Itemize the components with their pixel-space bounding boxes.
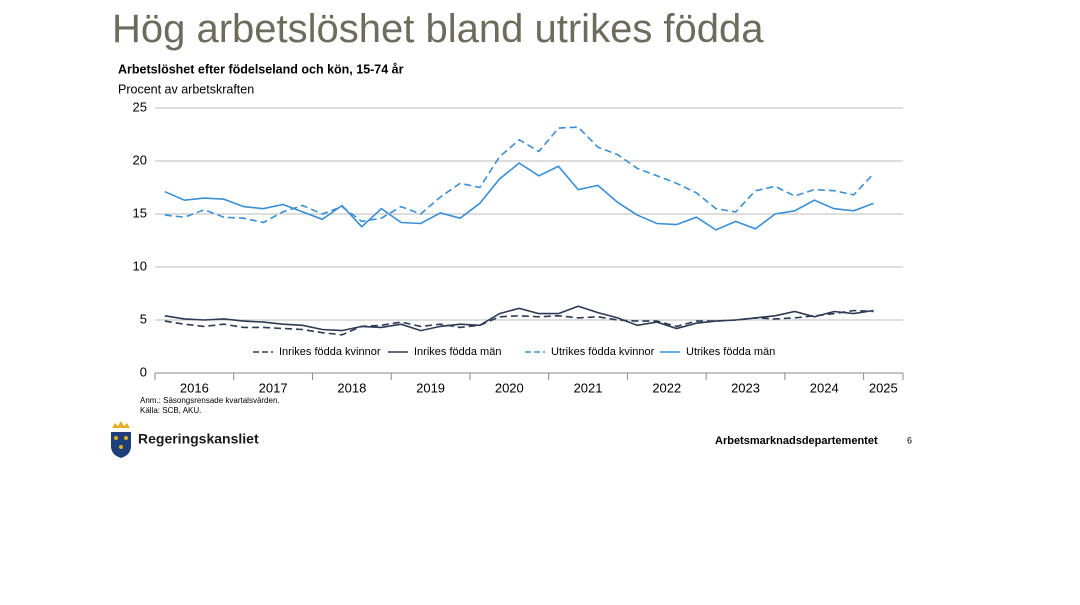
source: Källa: SCB, AKU.	[140, 406, 201, 415]
legend-label: Utrikes födda män	[686, 346, 775, 358]
note: Anm.: Säsongsrensade kvartalsvärden.	[140, 396, 280, 405]
y-tick-label: 0	[140, 364, 147, 379]
logo-text: Regeringskansliet	[138, 431, 259, 447]
series-line	[164, 126, 875, 224]
x-tick-label: 2016	[180, 380, 209, 395]
y-tick-label: 15	[133, 205, 147, 220]
y-tick-label: 20	[133, 152, 147, 167]
x-tick-label: 2018	[337, 380, 366, 395]
chart-title: Arbetslöshet efter födelseland och kön, …	[118, 62, 404, 76]
footer-department: Arbetsmarknadsdepartementet	[715, 435, 878, 447]
legend-label: Inrikes födda män	[414, 346, 501, 358]
x-tick-label: 2023	[731, 380, 760, 395]
legend-label: Inrikes födda kvinnor	[279, 346, 381, 358]
slide-title: Hög arbetslöshet bland utrikes födda	[112, 7, 764, 51]
x-tick-label: 2021	[574, 380, 603, 395]
page-number: 6	[907, 435, 912, 445]
x-tick-label: 2022	[652, 380, 681, 395]
series-line	[164, 305, 874, 332]
series-line	[164, 162, 874, 231]
y-tick-label: 5	[140, 311, 147, 326]
x-tick-label: 2020	[495, 380, 524, 395]
x-tick-label: 2019	[416, 380, 445, 395]
logo	[111, 421, 131, 458]
x-tick-label: 2017	[259, 380, 288, 395]
x-tick-label: 2024	[810, 380, 839, 395]
y-axis-label: Procent av arbetskraften	[118, 82, 254, 96]
y-tick-label: 25	[133, 99, 147, 114]
x-tick-label: 2025	[869, 380, 898, 395]
legend-label: Utrikes födda kvinnor	[551, 346, 655, 358]
y-tick-label: 10	[133, 258, 147, 273]
